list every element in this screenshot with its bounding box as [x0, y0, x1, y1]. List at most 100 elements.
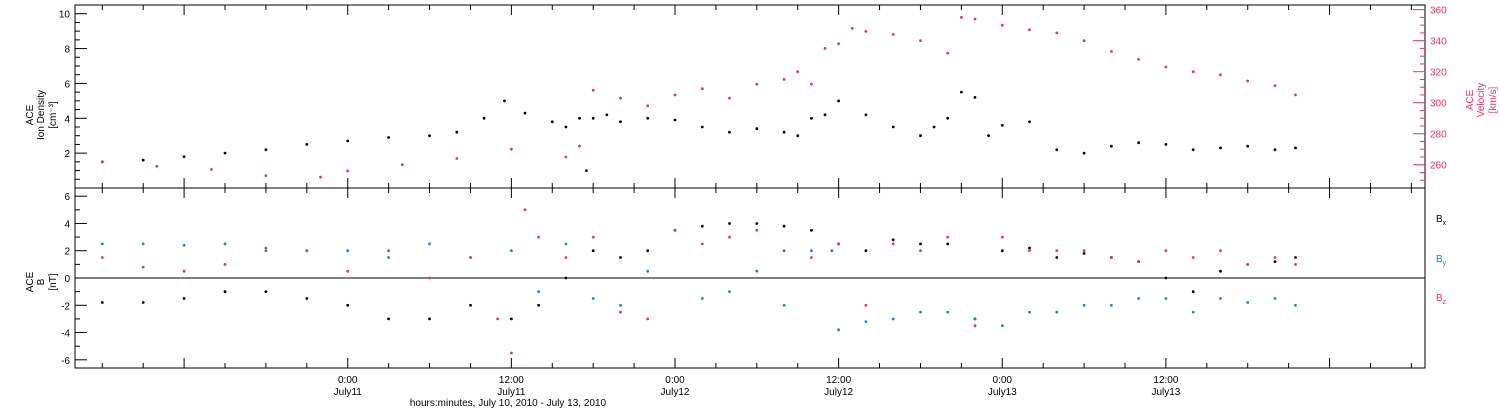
density-point	[919, 134, 922, 138]
velocity-point	[960, 16, 963, 19]
velocity-tick-label: 320	[1430, 68, 1447, 79]
velocity-point	[564, 155, 568, 159]
legend-entry-x: Bx	[1436, 214, 1447, 227]
velocity-point	[400, 163, 404, 167]
velocity-point	[1110, 50, 1113, 53]
velocity-point	[946, 51, 950, 55]
by-point	[1028, 310, 1031, 314]
by-point	[537, 290, 540, 293]
velocity-point	[823, 47, 827, 50]
by-point	[646, 269, 650, 273]
bz-point	[728, 235, 731, 239]
density-point	[755, 127, 759, 131]
bz-point	[141, 265, 145, 269]
density-point	[428, 134, 431, 138]
legend-entry-z: Bz	[1436, 293, 1447, 306]
bz-point	[510, 351, 513, 355]
velocity-tick-label: 260	[1430, 161, 1447, 172]
bx-point	[510, 317, 513, 321]
density-point	[1137, 141, 1140, 145]
bz-point	[782, 249, 786, 253]
density-point	[673, 118, 677, 122]
density-point	[1273, 148, 1277, 152]
x-tick-time-label: 12:00	[1153, 375, 1178, 386]
bottom-panel-data	[100, 208, 1297, 355]
velocity-point	[1028, 28, 1031, 32]
velocity-point	[755, 82, 759, 86]
bz-point	[700, 242, 704, 246]
density-point	[1294, 146, 1297, 150]
density-point	[619, 120, 622, 124]
b-tick-label: 6	[64, 192, 70, 203]
by-point	[919, 310, 922, 314]
bz-point	[919, 249, 922, 253]
density-point	[728, 130, 731, 134]
bz-point	[1137, 260, 1140, 263]
bx-point	[1082, 252, 1086, 255]
bz-point	[1273, 256, 1277, 259]
velocity-point	[100, 160, 104, 164]
bz-point	[496, 317, 500, 321]
bx-point	[591, 249, 595, 253]
bz-point	[810, 256, 813, 259]
density-point	[782, 130, 786, 134]
density-point	[387, 136, 390, 139]
velocity-point	[728, 96, 731, 100]
density-point	[585, 169, 588, 173]
top-left-axis-ticks: 2 4 6 8 10	[59, 10, 87, 180]
density-point	[591, 116, 595, 120]
density-axis-title: ACE Ion Density [cm⁻³]	[25, 90, 59, 140]
bz-point	[1294, 263, 1297, 266]
density-point	[837, 99, 840, 103]
density-point	[1219, 146, 1222, 150]
x-tick-time-label: 12:00	[499, 375, 524, 386]
density-point	[864, 113, 868, 117]
by-point	[1273, 297, 1277, 300]
by-point	[973, 317, 977, 321]
velocity-label-line1: ACE	[1465, 89, 1476, 110]
x-tick-day-label: July12	[824, 387, 853, 398]
density-point	[823, 113, 827, 117]
by-point	[619, 303, 622, 307]
bx-point	[264, 290, 268, 293]
by-point	[1055, 310, 1059, 314]
by-point	[510, 249, 513, 253]
velocity-point	[1294, 93, 1297, 97]
velocity-tick-label: 300	[1430, 99, 1447, 110]
by-point	[755, 269, 759, 273]
density-point	[1028, 120, 1031, 124]
density-point	[960, 90, 963, 94]
bx-point	[864, 249, 868, 253]
density-point	[346, 139, 350, 143]
by-point	[428, 242, 431, 246]
bx-point	[1294, 256, 1297, 259]
density-point	[987, 134, 990, 138]
density-point	[523, 111, 527, 115]
by-point	[891, 317, 895, 321]
bz-point	[387, 249, 390, 253]
by-point	[264, 246, 268, 250]
density-point	[891, 125, 895, 129]
velocity-point	[919, 39, 922, 43]
bx-point	[1055, 256, 1059, 259]
by-point	[700, 297, 704, 300]
top-right-axis-ticks: 260 280 300 320 340 360	[1413, 6, 1447, 181]
x-axis-title: hours:minutes, July 10, 2010 - July 13, …	[410, 398, 607, 409]
velocity-label-line3: [km/s]	[1488, 86, 1499, 113]
bz-point	[264, 249, 268, 253]
bx-point	[537, 303, 540, 307]
bx-point	[564, 276, 568, 280]
bz-point	[1219, 249, 1222, 253]
velocity-point	[810, 82, 813, 86]
velocity-point	[319, 175, 322, 179]
bz-point	[223, 263, 227, 266]
bz-point	[646, 317, 650, 321]
b-tick-label: -4	[61, 329, 70, 340]
density-point	[141, 158, 145, 162]
bz-point	[1110, 256, 1113, 259]
top-panel: 2 4 6 8 10 260 280 300 320 340 360 ACE Ion Densit…	[25, 4, 1499, 189]
by-point	[387, 256, 390, 259]
velocity-point	[891, 33, 895, 36]
by-point	[782, 303, 786, 307]
